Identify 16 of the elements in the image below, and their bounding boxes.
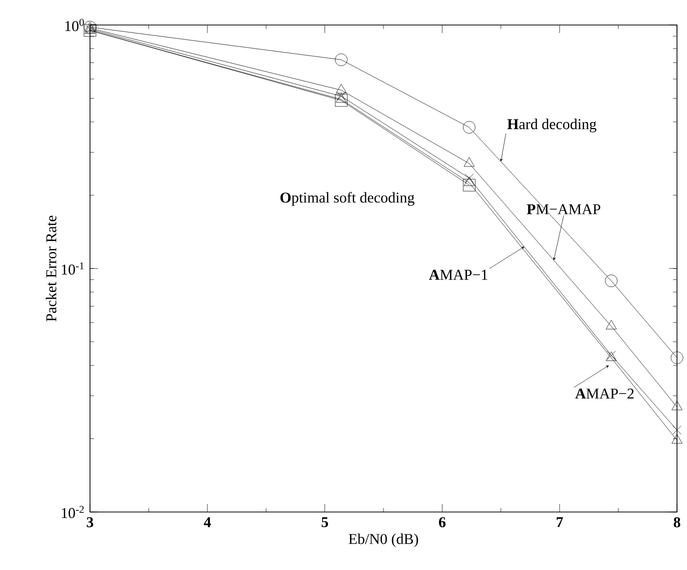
y-tick-label: 10$^{-1}$ <box>62 262 84 275</box>
y-axis-title: Packet Error Rate <box>46 216 56 322</box>
x-tick-label: 4 <box>204 517 211 528</box>
annotation: AMAP−2 <box>575 388 634 399</box>
annotation: Optimal soft decoding <box>280 192 414 206</box>
annotation: Hard decoding <box>507 118 596 132</box>
x-tick-label: 3 <box>86 517 94 528</box>
x-axis-title: Eb/N0 (dB) <box>348 534 418 548</box>
x-tick-label: 7 <box>556 517 563 528</box>
annotation: AMAP−1 <box>429 270 488 280</box>
x-tick-label: 5 <box>322 517 328 528</box>
y-tick-label: 10$^{-2}$ <box>62 506 84 518</box>
x-tick-label: 6 <box>438 517 446 528</box>
y-tick-label: 10$^{0}$ <box>65 18 84 32</box>
x-tick-label: 8 <box>674 517 680 528</box>
annotation: PM−AMAP <box>526 204 600 214</box>
